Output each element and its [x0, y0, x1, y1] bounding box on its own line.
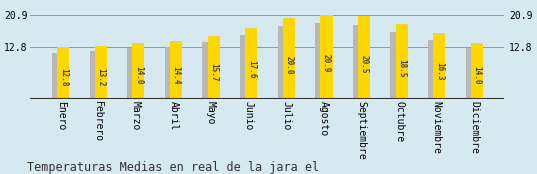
Bar [358, 16, 370, 99]
Bar [240, 35, 252, 99]
Bar [433, 33, 445, 99]
Bar [52, 53, 64, 99]
Bar [315, 23, 327, 99]
Text: 14.0: 14.0 [473, 66, 481, 85]
Bar [57, 48, 69, 99]
Text: 20.5: 20.5 [360, 55, 368, 74]
Bar [396, 24, 408, 99]
Bar [165, 47, 177, 99]
Bar [283, 18, 295, 99]
Bar [90, 51, 101, 99]
Text: 15.7: 15.7 [209, 63, 218, 82]
Text: Temperaturas Medias en real de la jara el: Temperaturas Medias en real de la jara e… [27, 161, 319, 174]
Text: 13.2: 13.2 [96, 68, 105, 86]
Bar [170, 41, 182, 99]
Text: 17.6: 17.6 [247, 60, 256, 79]
Bar [133, 43, 144, 99]
Text: 12.8: 12.8 [59, 68, 68, 87]
Text: 20.0: 20.0 [285, 56, 293, 74]
Bar [95, 46, 107, 99]
Bar [353, 25, 365, 99]
Bar [127, 48, 139, 99]
Text: 20.9: 20.9 [322, 54, 331, 73]
Bar [390, 32, 402, 99]
Text: 16.3: 16.3 [435, 62, 444, 81]
Bar [471, 43, 483, 99]
Bar [278, 26, 289, 99]
Bar [466, 48, 477, 99]
Bar [245, 28, 257, 99]
Bar [202, 42, 214, 99]
Bar [428, 40, 440, 99]
Text: 18.5: 18.5 [397, 59, 406, 77]
Text: 14.0: 14.0 [134, 66, 143, 85]
Text: 14.4: 14.4 [172, 66, 180, 84]
Bar [321, 15, 332, 99]
Bar [208, 36, 220, 99]
